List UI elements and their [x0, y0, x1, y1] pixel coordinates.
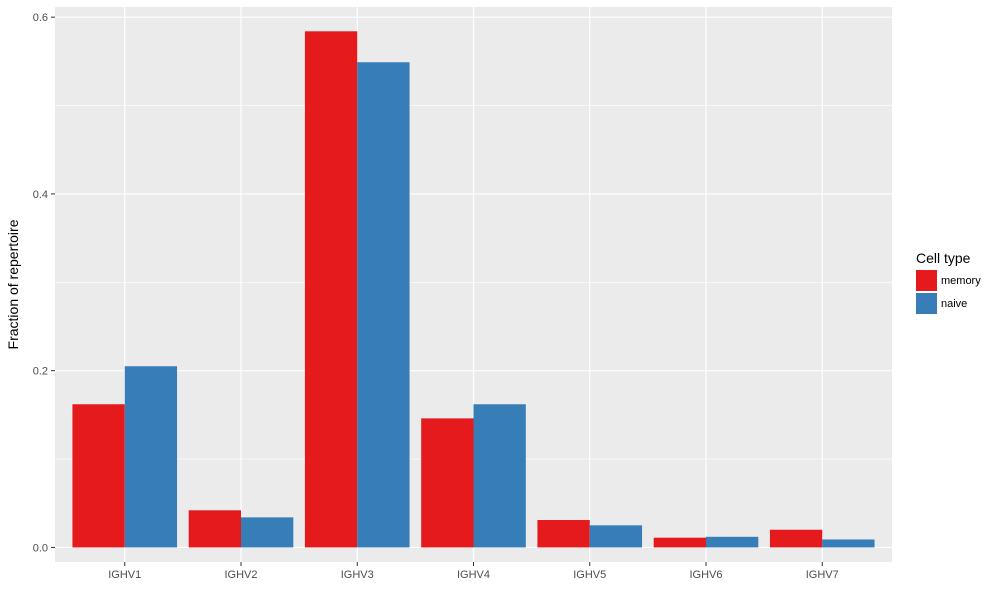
legend-key-memory: [916, 270, 937, 291]
legend-label-memory: memory: [941, 275, 981, 287]
y-axis-title: Fraction of repertoire: [5, 219, 21, 349]
y-tick-label: 0.6: [33, 12, 48, 24]
x-axis: IGHV1 IGHV2 IGHV3 IGHV4 IGHV5 IGHV6 IGHV7: [108, 562, 839, 581]
y-tick-label: 0.2: [33, 366, 48, 378]
bar-memory-IGHV7: [769, 529, 823, 548]
x-tick-label: IGHV2: [224, 569, 257, 581]
legend-key-naive: [916, 293, 937, 314]
bar-naive-IGHV6: [706, 536, 759, 548]
y-tick-label: 0.4: [33, 189, 48, 201]
bar-naive-IGHV1: [124, 366, 178, 548]
legend-label-naive: naive: [941, 298, 967, 310]
y-tick-label: 0.0: [33, 542, 48, 554]
bar-memory-IGHV6: [653, 537, 706, 548]
bar-memory-IGHV2: [188, 510, 241, 548]
bar-naive-IGHV4: [473, 404, 526, 548]
bar-memory-IGHV3: [304, 31, 358, 548]
x-tick-label: IGHV7: [806, 569, 839, 581]
x-tick-label: IGHV5: [573, 569, 606, 581]
bar-memory-IGHV5: [537, 520, 590, 548]
legend-title: Cell type: [916, 250, 971, 266]
bar-naive-IGHV3: [357, 62, 410, 548]
y-axis: 0.0 0.2 0.4 0.6: [33, 12, 55, 554]
bar-naive-IGHV5: [589, 525, 643, 548]
legend: Cell type memory naive: [916, 250, 981, 314]
x-tick-label: IGHV6: [689, 569, 722, 581]
bar-memory-IGHV4: [421, 418, 474, 548]
bars: [72, 31, 875, 548]
bar-naive-IGHV2: [241, 517, 294, 548]
x-tick-label: IGHV1: [108, 569, 141, 581]
bar-memory-IGHV1: [72, 404, 125, 548]
bar-naive-IGHV7: [822, 539, 875, 548]
x-tick-label: IGHV3: [341, 569, 374, 581]
x-tick-label: IGHV4: [457, 569, 490, 581]
